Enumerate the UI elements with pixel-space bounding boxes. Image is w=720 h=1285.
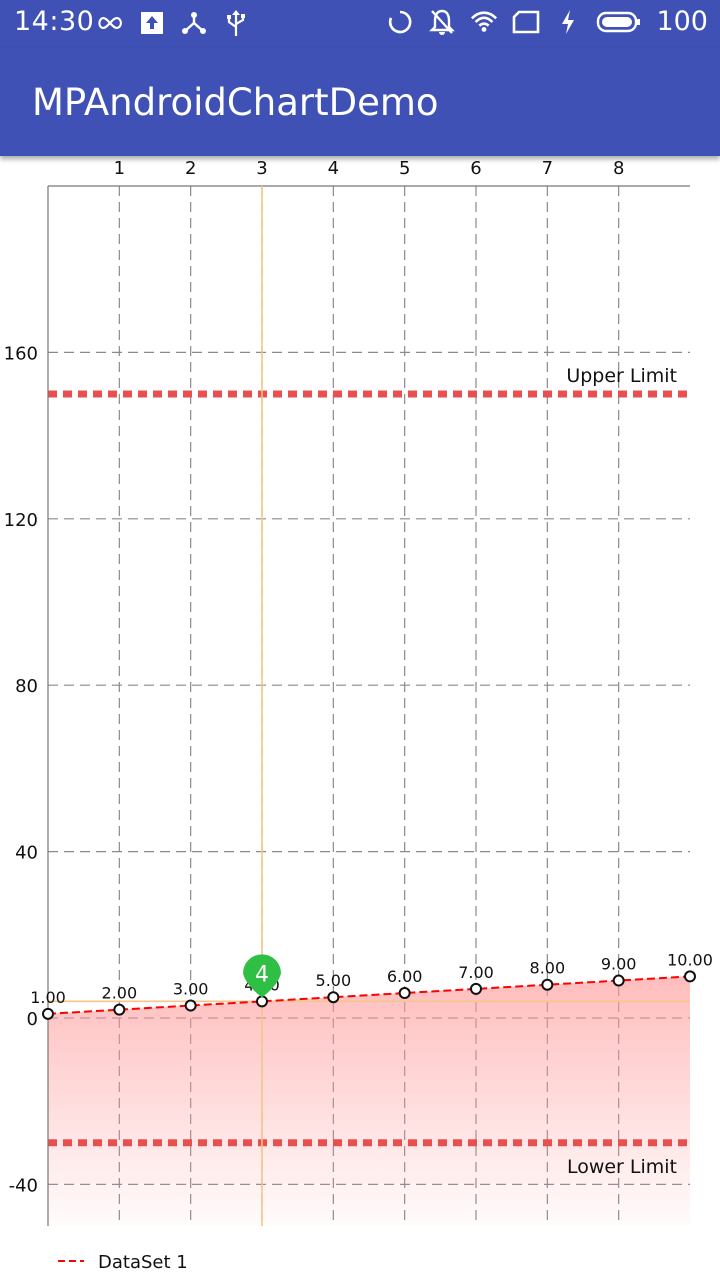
status-time: 14:30 — [14, 6, 95, 37]
status-right-icons: 100 — [386, 6, 708, 37]
x-tick-label: 1 — [114, 158, 125, 179]
y-tick-label: 160 — [4, 343, 38, 364]
usb-icon — [222, 8, 250, 38]
marker-label: 4 — [255, 962, 269, 987]
y-tick-label: -40 — [9, 1175, 38, 1196]
x-tick-label: 3 — [256, 158, 267, 179]
series-area-fill — [48, 976, 690, 1226]
share-network-icon — [180, 8, 208, 38]
data-point[interactable] — [184, 999, 197, 1012]
charging-icon — [554, 7, 582, 37]
value-label: 2.00 — [102, 984, 138, 1003]
area-fill — [48, 976, 690, 1226]
status-bar: 14:30 100 — [0, 0, 720, 48]
highlight-marker: 4 — [243, 954, 281, 998]
sync-icon — [386, 7, 414, 37]
data-point[interactable] — [684, 970, 696, 983]
page-title: MPAndroidChartDemo — [32, 81, 439, 124]
data-point[interactable] — [327, 991, 340, 1004]
data-points[interactable] — [42, 970, 696, 1020]
value-label: 10.00 — [667, 950, 713, 969]
app-bar: MPAndroidChartDemo — [0, 48, 720, 156]
data-point[interactable] — [398, 987, 411, 1000]
value-label: 1.00 — [30, 988, 66, 1007]
value-label: 7.00 — [458, 963, 494, 982]
y-tick-label: 120 — [4, 510, 38, 531]
value-labels: 1.002.003.004.005.006.007.008.009.0010.0… — [30, 950, 713, 1006]
legend[interactable]: DataSet 1 — [58, 1252, 188, 1273]
x-tick-label: 6 — [470, 158, 481, 179]
axes: 1 2 3 4 5 6 7 8 -40 0 40 80 120 160 — [4, 158, 690, 1226]
value-label: 8.00 — [530, 959, 566, 978]
battery-icon — [596, 7, 642, 37]
data-point[interactable] — [541, 978, 554, 991]
battery-level: 100 — [656, 6, 708, 37]
x-tick-label: 5 — [399, 158, 410, 179]
series-lines — [47, 975, 691, 1015]
x-tick-label: 8 — [613, 158, 624, 179]
infinity-icon — [96, 8, 124, 38]
marker-pin — [243, 954, 281, 998]
y-tick-label: 80 — [15, 676, 38, 697]
x-tick-label: 2 — [185, 158, 196, 179]
limit-lines: Upper Limit Lower Limit — [48, 365, 690, 1178]
upload-icon — [138, 8, 166, 38]
limit-line-label: Lower Limit — [567, 1156, 677, 1178]
data-point[interactable] — [42, 1007, 54, 1020]
notifications-off-icon — [428, 7, 456, 37]
value-label: 6.00 — [387, 967, 423, 986]
highlight-lines — [48, 186, 690, 1226]
sim-card-icon — [512, 7, 540, 37]
series-line — [47, 975, 691, 1015]
y-tick-label: 40 — [15, 843, 38, 864]
data-point[interactable] — [113, 1003, 126, 1016]
limit-line-label: Upper Limit — [566, 365, 677, 387]
x-tick-label: 4 — [328, 158, 339, 179]
legend-entry: DataSet 1 — [98, 1252, 188, 1273]
wifi-icon — [470, 7, 498, 37]
line-chart-container[interactable]: Upper Limit Lower Limit 1 2 3 4 5 6 7 8 -40 0 40 80 1… — [0, 156, 720, 1280]
value-label: 3.00 — [173, 980, 209, 999]
y-tick-label: 0 — [27, 1009, 38, 1030]
value-label: 9.00 — [601, 955, 637, 974]
status-left-icons — [96, 8, 250, 38]
data-point[interactable] — [612, 974, 625, 987]
value-label: 5.00 — [316, 971, 352, 990]
x-tick-label: 7 — [542, 158, 553, 179]
data-point[interactable] — [256, 995, 268, 1008]
data-point[interactable] — [470, 982, 482, 995]
